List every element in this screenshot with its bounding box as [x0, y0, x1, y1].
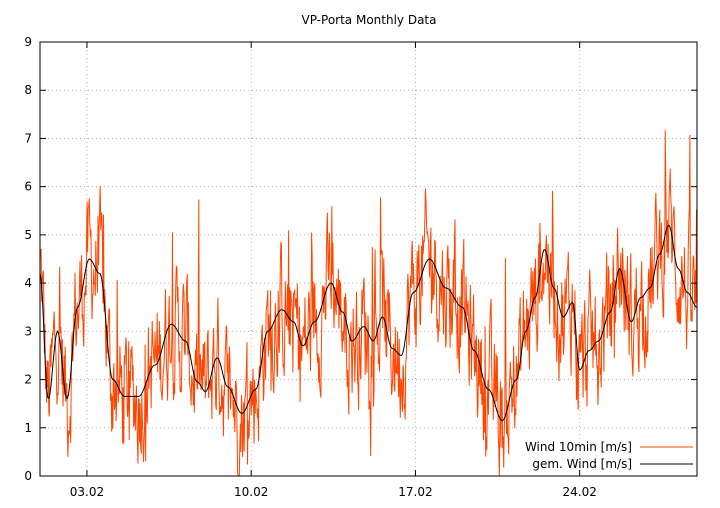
y-tick-label: 1: [24, 421, 32, 435]
y-tick-label: 9: [24, 35, 32, 49]
y-tick-label: 7: [24, 131, 32, 145]
chart-title: VP-Porta Monthly Data: [302, 13, 437, 27]
y-tick-label: 8: [24, 83, 32, 97]
y-tick-label: 4: [24, 276, 32, 290]
axis-layer: 0 1 2 3 4 5 6 7 8 9 03.02 10.02 17.02 24.02: [24, 35, 697, 499]
plot-frame: [39, 41, 698, 477]
y-tick-label: 2: [24, 373, 32, 387]
y-tick-label: 5: [24, 228, 32, 242]
y-tick-label: 3: [24, 324, 32, 338]
x-tick-label: 10.02: [234, 485, 268, 499]
x-tick-label: 03.02: [70, 485, 104, 499]
legend: Wind 10min [m/s] gem. Wind [m/s]: [525, 440, 693, 471]
x-tick-label: 24.02: [562, 485, 596, 499]
series-line-gem-wind: [40, 224, 697, 422]
legend-label-gem-wind: gem. Wind [m/s]: [532, 457, 632, 471]
data-layer: [40, 130, 697, 476]
y-tick-label: 6: [24, 180, 32, 194]
x-tick-label: 17.02: [398, 485, 432, 499]
y-tick-label: 0: [24, 469, 32, 483]
series-line-wind-10min: [40, 130, 697, 476]
legend-label-wind-10min: Wind 10min [m/s]: [525, 440, 632, 454]
